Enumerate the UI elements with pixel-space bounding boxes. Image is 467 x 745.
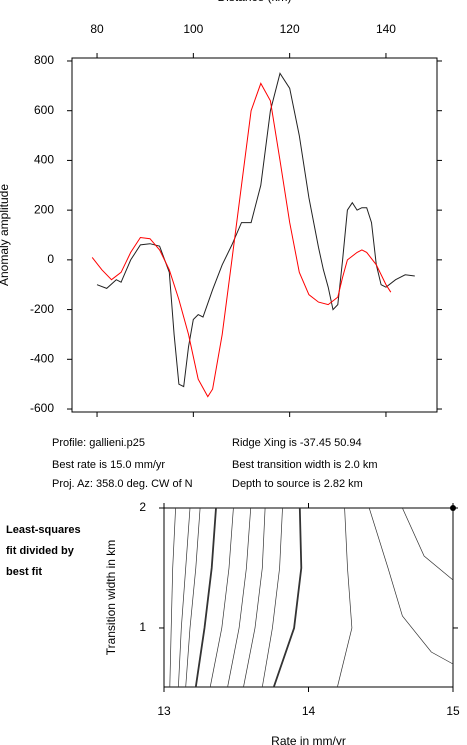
y-axis-label: Transition width in km: [104, 540, 118, 656]
y-tick-label: -600: [30, 401, 54, 415]
contour-line: [337, 507, 353, 688]
y-axis-label: Anomaly amplitude: [0, 184, 11, 286]
contour-line: [368, 507, 454, 665]
x-tick-label: 120: [280, 22, 300, 36]
contour-line: [169, 507, 176, 688]
contour-line: [243, 507, 266, 688]
annotation: Depth to source is 2.82 km: [232, 478, 363, 490]
annotation: Best rate is 15.0 mm/yr: [52, 459, 165, 471]
best-fit-point: [450, 505, 456, 511]
annotation: Least-squares: [6, 524, 81, 536]
contour-line: [227, 507, 252, 688]
annotation: Proj. Az: 358.0 deg. CW of N: [52, 478, 193, 490]
data-line: [91, 82, 392, 398]
x-axis-label: Rate in mm/yr: [271, 734, 346, 745]
y-tick-label: 200: [34, 202, 54, 216]
contour-line: [261, 507, 283, 688]
contour-line: [185, 507, 201, 688]
contour-line: [194, 507, 217, 688]
annotation: Ridge Xing is -37.45 50.94: [232, 437, 362, 449]
contour-line: [209, 507, 234, 688]
y-tick-label: 400: [34, 153, 54, 167]
x-tick-label: 15: [446, 704, 460, 718]
y-tick-label: 600: [34, 103, 54, 117]
contour-line: [178, 507, 191, 688]
y-tick-label: 2: [139, 500, 146, 514]
contour-line: [272, 507, 303, 688]
x-tick-label: 80: [90, 22, 104, 36]
plot-frame: [71, 57, 438, 413]
annotation: fit divided by: [6, 545, 75, 557]
y-tick-label: 800: [34, 53, 54, 67]
data-line: [96, 72, 415, 388]
x-tick-label: 14: [302, 704, 316, 718]
x-tick-label: 140: [376, 22, 396, 36]
y-tick-label: 0: [47, 252, 54, 266]
annotation: best fit: [6, 566, 42, 578]
x-axis-label: Distance (km): [217, 0, 291, 4]
x-tick-label: 100: [183, 22, 203, 36]
annotation: Best transition width is 2.0 km: [232, 459, 378, 471]
y-tick-label: 1: [139, 620, 146, 634]
annotation: Profile: gallieni.p25: [52, 437, 145, 449]
contour-line: [402, 507, 454, 581]
y-tick-label: -400: [30, 351, 54, 365]
x-tick-label: 13: [157, 704, 171, 718]
y-tick-label: -200: [30, 302, 54, 316]
